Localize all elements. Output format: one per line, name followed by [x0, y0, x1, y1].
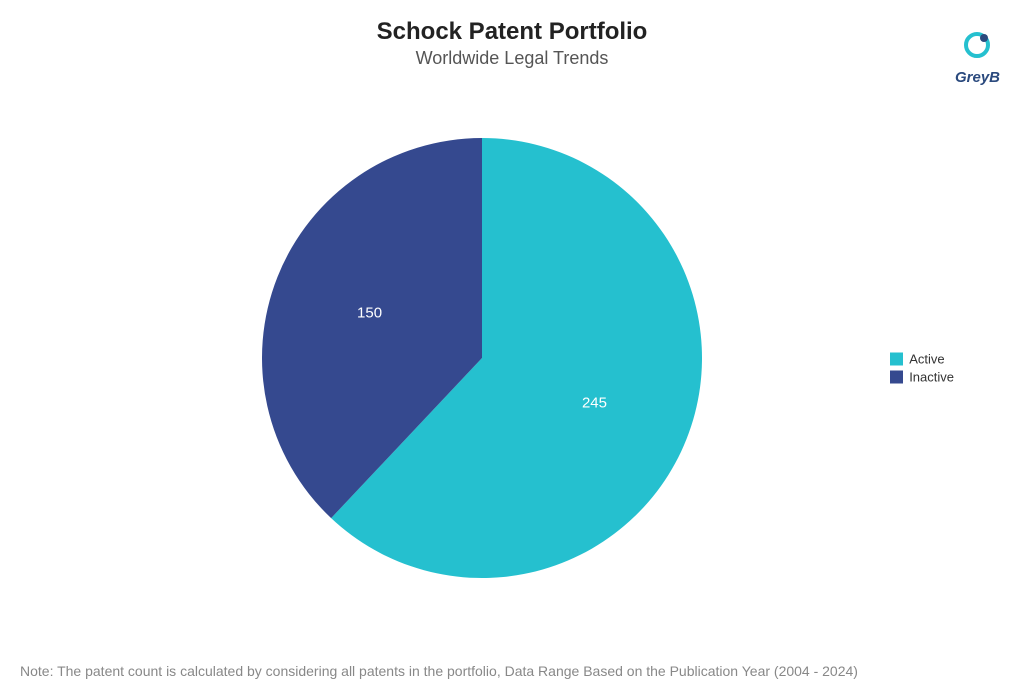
footnote: Note: The patent count is calculated by … — [20, 663, 858, 679]
logo-text: GreyB — [955, 69, 1000, 86]
legend-label: Inactive — [909, 370, 954, 385]
legend: Active Inactive — [890, 349, 954, 388]
chart-subtitle: Worldwide Legal Trends — [0, 48, 1024, 69]
legend-swatch-icon — [890, 371, 903, 384]
chart-area: 245150 Active Inactive — [0, 108, 1024, 628]
pie-chart: 245150 — [262, 138, 702, 578]
legend-label: Active — [909, 352, 944, 367]
chart-title: Schock Patent Portfolio — [0, 18, 1024, 46]
legend-item-inactive: Inactive — [890, 370, 954, 385]
brand-logo: GreyB — [955, 32, 1000, 86]
legend-swatch-icon — [890, 353, 903, 366]
logo-icon — [959, 32, 995, 62]
legend-item-active: Active — [890, 352, 954, 367]
